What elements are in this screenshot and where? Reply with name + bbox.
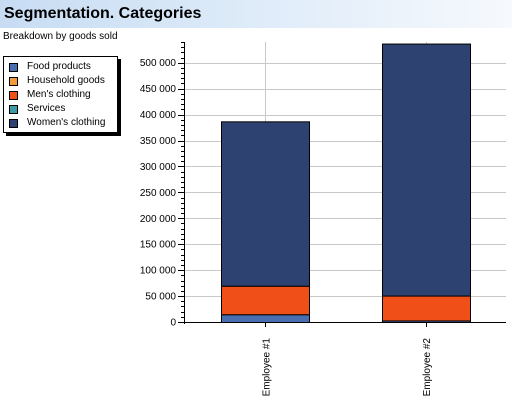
legend-swatch-household-goods — [9, 77, 18, 86]
bar-1-women-s-clothing — [221, 121, 310, 287]
bar-1-men-s-clothing — [221, 285, 310, 316]
chart-subtitle: Breakdown by goods sold — [3, 31, 118, 42]
legend-label-mens-clothing: Men's clothing — [27, 89, 91, 100]
y-tick-label-6: 300 000 — [140, 162, 177, 173]
legend-label-womens-clothing: Women's clothing — [27, 117, 106, 128]
legend-label-food-products: Food products — [27, 61, 91, 72]
y-tick-label-9: 450 000 — [140, 84, 177, 95]
y-tick-label-1: 50 000 — [145, 292, 176, 303]
legend-label-household-goods: Household goods — [27, 75, 105, 86]
legend: Food products Household goods Men's clot… — [3, 56, 118, 133]
legend-swatch-womens-clothing — [9, 119, 18, 128]
y-tick-label-4: 200 000 — [140, 214, 177, 225]
y-tick-label-3: 150 000 — [140, 240, 177, 251]
y-tick-label-0: 0 — [170, 318, 176, 329]
bar-2-women-s-clothing — [382, 43, 471, 297]
legend-swatch-services — [9, 105, 18, 114]
chart-title: Segmentation. Categories — [4, 5, 202, 22]
y-tick-label-10: 500 000 — [140, 58, 177, 69]
y-tick-label-8: 400 000 — [140, 110, 177, 121]
bar-2-men-s-clothing — [382, 295, 471, 322]
y-tick-label-7: 350 000 — [140, 136, 177, 147]
legend-swatch-mens-clothing — [9, 91, 18, 100]
y-tick-label-2: 100 000 — [140, 266, 177, 277]
x-tick-label-0: Employee #1 — [261, 338, 272, 397]
bar-1-food-products — [221, 314, 310, 324]
legend-label-services: Services — [27, 103, 66, 114]
legend-swatch-food-products — [9, 63, 18, 72]
x-tick-label-1: Employee #2 — [422, 338, 433, 397]
title-bar: Segmentation. Categories — [0, 0, 512, 28]
y-tick-label-5: 250 000 — [140, 188, 177, 199]
